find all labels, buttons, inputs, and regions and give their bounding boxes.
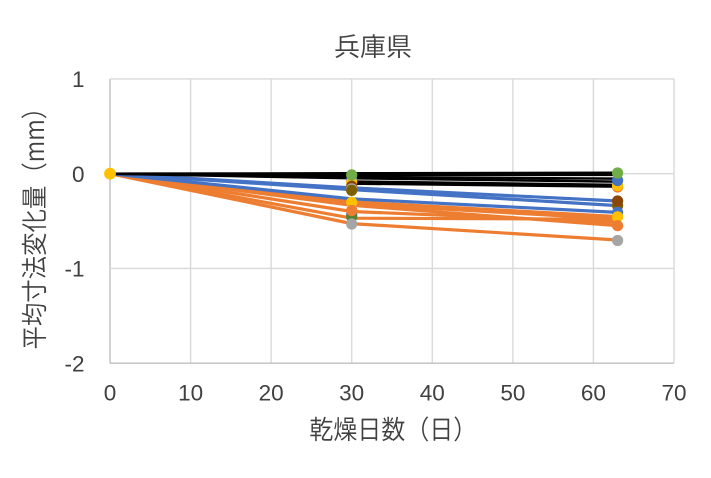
svg-text:1: 1 <box>72 67 85 92</box>
svg-text:10: 10 <box>178 381 203 406</box>
svg-text:70: 70 <box>661 381 686 406</box>
svg-text:30: 30 <box>339 381 364 406</box>
svg-text:50: 50 <box>500 381 525 406</box>
svg-text:0: 0 <box>72 162 85 187</box>
svg-text:0: 0 <box>104 381 117 406</box>
svg-text:20: 20 <box>259 381 284 406</box>
svg-text:40: 40 <box>420 381 445 406</box>
svg-text:-1: -1 <box>64 257 84 282</box>
svg-text:-2: -2 <box>64 351 84 376</box>
svg-text:60: 60 <box>581 381 606 406</box>
